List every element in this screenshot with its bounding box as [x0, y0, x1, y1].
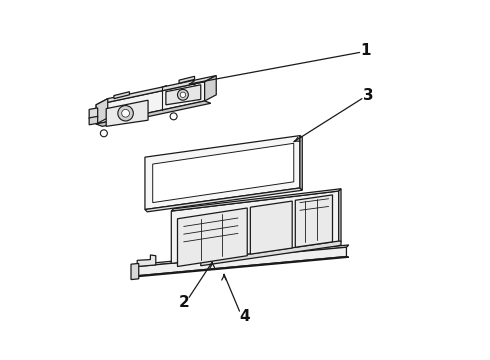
Text: 1: 1 [361, 44, 371, 58]
Polygon shape [153, 143, 294, 203]
Circle shape [177, 89, 188, 100]
Polygon shape [145, 136, 300, 210]
Polygon shape [131, 264, 139, 280]
Circle shape [122, 109, 129, 117]
Polygon shape [106, 100, 148, 126]
Polygon shape [300, 136, 302, 190]
Polygon shape [201, 241, 341, 266]
Text: 2: 2 [178, 295, 189, 310]
Polygon shape [172, 191, 339, 264]
Polygon shape [89, 108, 98, 119]
Polygon shape [323, 240, 340, 247]
Polygon shape [177, 208, 247, 266]
Polygon shape [114, 92, 129, 99]
Polygon shape [166, 85, 201, 105]
Circle shape [180, 92, 186, 98]
Polygon shape [339, 189, 341, 243]
Polygon shape [179, 76, 195, 83]
Polygon shape [96, 82, 205, 124]
Polygon shape [96, 101, 211, 126]
Text: 4: 4 [240, 309, 250, 324]
Polygon shape [233, 248, 266, 256]
Polygon shape [295, 195, 333, 247]
Polygon shape [89, 116, 98, 125]
Polygon shape [96, 99, 108, 124]
Polygon shape [137, 256, 349, 276]
Circle shape [170, 113, 177, 120]
Text: 3: 3 [363, 88, 373, 103]
Polygon shape [96, 76, 216, 105]
Polygon shape [145, 188, 302, 212]
Polygon shape [137, 255, 156, 266]
Circle shape [100, 130, 107, 137]
Polygon shape [172, 189, 341, 211]
Polygon shape [250, 201, 292, 254]
Circle shape [118, 105, 133, 121]
Polygon shape [137, 247, 346, 276]
Polygon shape [205, 76, 216, 101]
Polygon shape [137, 245, 349, 266]
